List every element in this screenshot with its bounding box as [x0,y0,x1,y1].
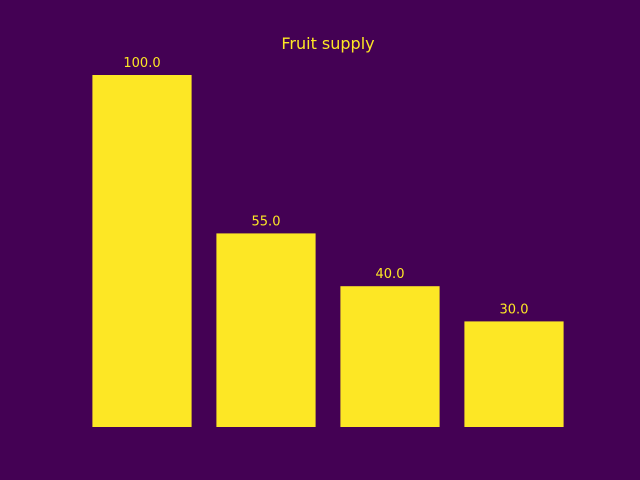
bar-value-label-2: 55.0 [252,214,281,229]
value-labels-layer: 100.0 55.0 40.0 30.0 [123,56,528,317]
bar-2 [216,233,316,427]
chart-title: Fruit supply [281,34,374,53]
bar-value-label-3: 40.0 [376,267,405,282]
bar-4 [464,321,564,427]
bar-3 [340,286,440,427]
bar-value-label-1: 100.0 [123,56,160,71]
bar-1 [92,75,192,427]
bars-layer [92,75,564,427]
bar-value-label-4: 30.0 [500,302,529,317]
